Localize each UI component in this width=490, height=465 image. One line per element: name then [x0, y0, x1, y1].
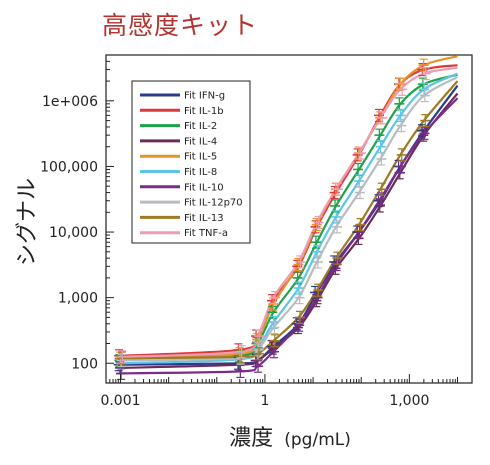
data-point — [396, 148, 407, 162]
data-point — [235, 364, 246, 379]
data-point — [420, 113, 431, 128]
data-point — [330, 199, 341, 213]
data-point — [355, 146, 366, 160]
x-tick-label: 1,000 — [389, 393, 429, 409]
data-point — [269, 334, 280, 348]
data-point — [269, 320, 280, 335]
data-point — [117, 350, 128, 364]
x-axis-label-unit: (pg/mL) — [284, 430, 351, 450]
legend-label: Fit IL-12p70 — [184, 198, 243, 209]
chart-title: 高感度キット — [102, 11, 259, 40]
legend: Fit IFN-g Fit IL-1b Fit IL-2 Fit IL-4 Fit IL… — [131, 80, 251, 244]
data-point — [295, 255, 306, 269]
y-axis: 100 1,000 10,000 100,000 1e+006 — [40, 54, 114, 372]
data-point — [355, 217, 366, 232]
plot-frame — [105, 54, 473, 384]
markers-layer — [113, 58, 431, 381]
data-point — [253, 347, 264, 361]
data-point — [374, 199, 385, 213]
legend-label: Fit IFN-g — [184, 91, 225, 102]
data-point — [311, 294, 322, 308]
data-point — [330, 261, 341, 275]
data-point — [395, 77, 406, 91]
legend-label: Fit IL-13 — [184, 213, 224, 224]
x-axis-label: 濃度 (pg/mL) — [229, 426, 351, 451]
legend-label: Fit IL-8 — [184, 167, 217, 178]
y-tick-label: 100 — [71, 356, 98, 372]
data-point — [294, 318, 305, 332]
data-point — [254, 329, 265, 343]
y-tick-label: 1e+006 — [42, 94, 98, 110]
data-point — [420, 67, 431, 81]
y-tick-label: 100,000 — [40, 159, 98, 175]
y-axis-label: シグナル — [15, 178, 40, 266]
data-point — [354, 225, 365, 239]
legend-label: Fit IL-5 — [184, 152, 217, 163]
data-point — [332, 182, 343, 196]
data-point — [418, 58, 429, 72]
y-tick-label: 1,000 — [58, 291, 98, 307]
x-tick-label: 0.001 — [100, 393, 140, 409]
legend-label: Fit IL-10 — [184, 182, 224, 193]
data-point — [377, 111, 388, 125]
data-point — [332, 220, 343, 234]
data-point — [313, 215, 324, 230]
x-axis-label-main: 濃度 — [229, 426, 273, 451]
data-point — [397, 82, 408, 96]
data-point — [312, 255, 323, 269]
x-tick-label: 1 — [260, 393, 269, 409]
data-point — [419, 126, 430, 140]
data-point — [312, 291, 323, 305]
data-point — [396, 118, 407, 133]
data-point — [236, 345, 247, 359]
data-point — [419, 89, 430, 103]
data-point — [376, 182, 387, 196]
x-axis: 0.001 1 1,000 — [100, 374, 473, 409]
data-point — [294, 310, 305, 324]
data-point — [294, 291, 305, 305]
data-point — [268, 315, 279, 329]
data-point — [270, 291, 281, 305]
data-point — [376, 152, 387, 166]
data-point — [313, 283, 324, 297]
legend-label: Fit TNF-a — [184, 228, 228, 239]
legend-label: Fit IL-2 — [184, 121, 217, 132]
data-point — [269, 345, 280, 359]
legend-label: Fit IL-4 — [184, 136, 217, 147]
y-tick-label: 10,000 — [49, 225, 98, 241]
data-point — [355, 185, 366, 200]
data-point — [332, 251, 343, 265]
legend-label: Fit IL-1b — [184, 106, 224, 117]
